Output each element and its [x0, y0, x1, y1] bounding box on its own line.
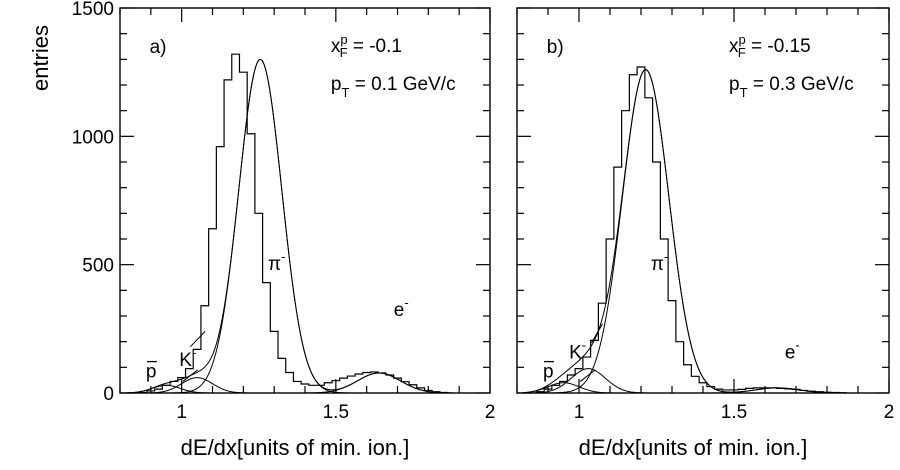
pt-annotation: pT = 0.1 GeV/c — [331, 74, 456, 100]
x-tick-label: 2 — [884, 402, 895, 423]
plot-frame — [516, 7, 890, 394]
panel-a: 1 1.5 2 0 500 1000 1500 a) xp F = -0.1 pT = 0.1 Ge… — [72, 0, 496, 460]
particle-label-K: K- — [569, 337, 586, 363]
particle-label-pi: π- — [651, 249, 668, 275]
fit-curve-K — [523, 368, 886, 394]
particle-label-pi: π- — [268, 249, 285, 275]
kaon-pointer — [590, 323, 603, 344]
x-tick-label: 1 — [574, 402, 585, 423]
y-tick-label: 500 — [82, 256, 114, 277]
fit-curve-total — [523, 69, 886, 394]
x-tick-label: 2 — [485, 402, 496, 423]
particle-label-e: e- — [785, 337, 800, 363]
kaon-pointer — [189, 331, 206, 348]
particle-label-p: p — [543, 362, 554, 383]
fit-curve-p — [523, 382, 886, 394]
y-tick-label: 1500 — [72, 0, 114, 20]
antiproton-pointer — [182, 369, 199, 382]
x-axis-title: dE/dx[units of min. ion.] — [579, 435, 808, 460]
pt-annotation: pT = 0.3 GeV/c — [729, 74, 854, 100]
x-tick-label: 1 — [176, 402, 187, 423]
particle-label-p: p — [146, 362, 157, 383]
x-axis-title: dE/dx[units of min. ion.] — [181, 435, 410, 460]
plot-frame — [119, 7, 491, 394]
histogram-series — [138, 53, 449, 394]
fit-curve-π — [126, 58, 487, 394]
x-tick-label: 1.5 — [721, 402, 747, 423]
xf-annotation: xp F = -0.15 — [729, 32, 811, 60]
panel-b: 1 1.5 2 b) xp F = -0.15 pT = 0.3 GeV/c p K-π-e-d… — [516, 7, 895, 460]
y-tick-label: 0 — [103, 384, 114, 405]
x-tick-label: 1.5 — [323, 402, 349, 423]
particle-label-K: K- — [179, 345, 196, 371]
panel-label: a) — [150, 37, 167, 58]
y-tick-label: 1000 — [72, 127, 114, 148]
particle-label-e: e- — [394, 295, 409, 321]
antiproton-pointer — [579, 369, 596, 382]
panel-label: b) — [547, 37, 564, 58]
y-axis-title: entries — [28, 25, 53, 91]
fit-curve-total — [126, 58, 487, 394]
xf-annotation: xp F = -0.1 — [331, 32, 402, 60]
